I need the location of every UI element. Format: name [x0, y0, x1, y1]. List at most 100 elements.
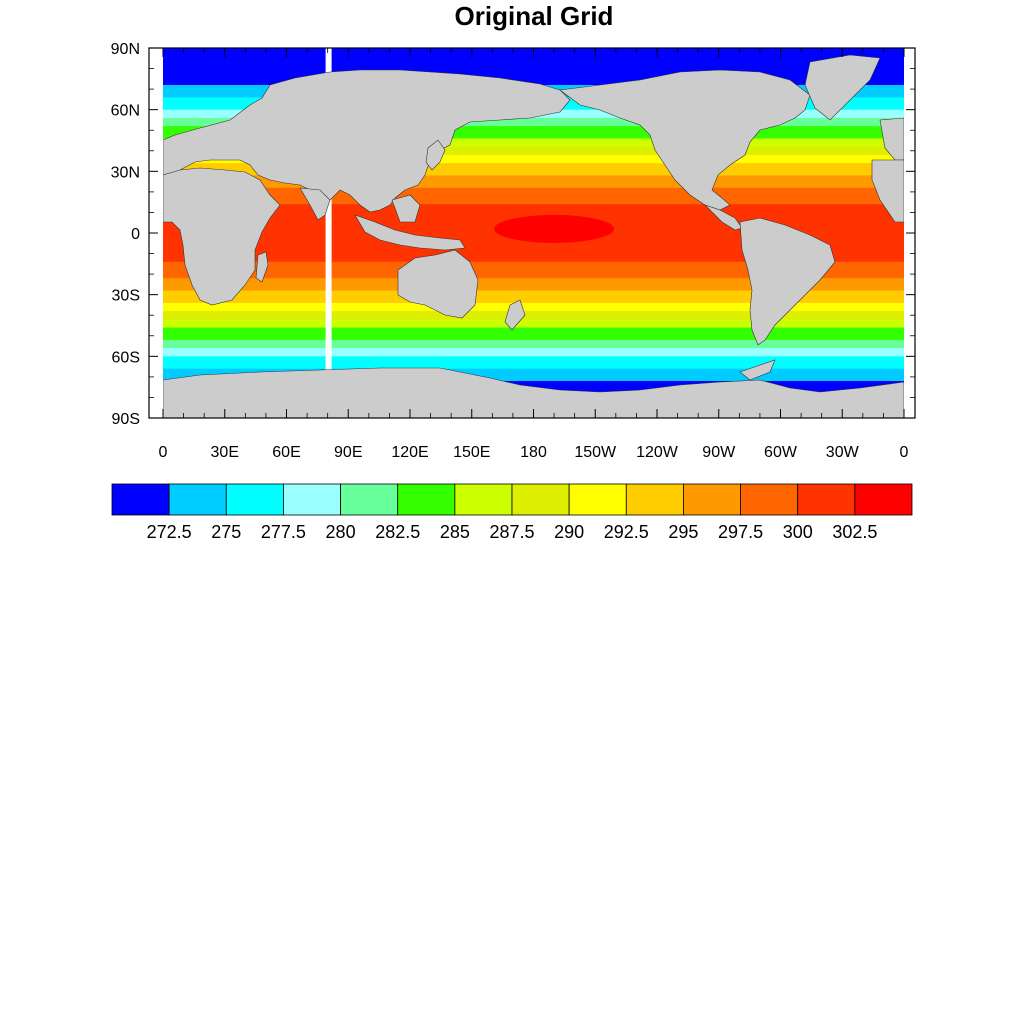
antarctic-peninsula	[739, 359, 776, 381]
colorbar-box	[168, 483, 227, 516]
sst-band	[163, 146, 904, 152]
lat-tick-label: 30S	[112, 288, 140, 305]
lon-tick-label: 30W	[826, 444, 860, 461]
colorbar-label: 295	[668, 522, 698, 542]
sst-band	[163, 360, 904, 366]
colorbar-box	[111, 483, 170, 516]
borneo	[391, 194, 421, 223]
lon-tick-label: 60W	[764, 444, 798, 461]
colorbar-box	[797, 483, 856, 516]
lon-tick-label: 120W	[636, 444, 679, 461]
sst-band	[163, 339, 904, 345]
sst-band	[163, 212, 904, 218]
sst-band	[163, 270, 904, 275]
sst-band	[163, 208, 904, 214]
eurasia-landmass	[163, 69, 571, 216]
sst-band	[163, 183, 904, 189]
japan	[425, 139, 446, 171]
sst-band	[163, 68, 904, 74]
sst-band	[163, 356, 904, 362]
madagascar	[255, 251, 269, 283]
new-zealand	[504, 299, 526, 331]
sst-band	[163, 159, 904, 164]
sst-band	[163, 200, 904, 205]
colorbar-label: 280	[326, 522, 356, 542]
sst-band	[163, 335, 904, 341]
lon-tick-label: 0	[900, 444, 909, 461]
sst-band	[163, 302, 904, 308]
south-america	[739, 217, 836, 346]
lon-tick-label: 30E	[211, 444, 239, 461]
sst-band	[163, 167, 904, 172]
sst-band	[163, 265, 904, 271]
sst-band	[163, 126, 904, 131]
sst-band	[163, 319, 904, 325]
sst-band	[163, 138, 904, 144]
lat-tick-label: 0	[131, 226, 140, 243]
colorbar-box	[511, 483, 570, 516]
latitude-axis: 90N 60N 30N 0 30S 60S 90S	[111, 41, 915, 428]
colorbar-box	[397, 483, 456, 516]
plot-title: Original Grid	[454, 1, 614, 31]
sst-band	[163, 241, 904, 246]
sst-band	[163, 76, 904, 82]
warm-pool	[494, 214, 615, 243]
lat-tick-label: 60N	[111, 103, 140, 120]
land-masses	[163, 54, 904, 418]
colorbar-label: 297.5	[718, 522, 763, 542]
sst-band	[163, 311, 904, 316]
sst-band	[163, 253, 904, 259]
indian-ocean-warm	[272, 231, 363, 256]
lon-tick-label: 120E	[391, 444, 428, 461]
colorbar-label: 290	[554, 522, 584, 542]
india	[299, 187, 331, 221]
lon-tick-label: 150W	[574, 444, 617, 461]
sst-band	[163, 60, 904, 66]
lon-tick-label: 90E	[334, 444, 362, 461]
colorbar-label: 287.5	[489, 522, 534, 542]
sst-band	[163, 196, 904, 201]
lon-tick-label: 180	[520, 444, 547, 461]
sst-band	[163, 286, 904, 292]
colorbar-label: 275	[211, 522, 241, 542]
sst-band	[163, 315, 904, 320]
sst-band	[163, 372, 904, 378]
colorbar-label: 292.5	[604, 522, 649, 542]
colorbar-box	[340, 483, 399, 516]
lat-tick-label: 90N	[111, 41, 140, 58]
sst-band	[163, 290, 904, 296]
sst-band	[163, 298, 904, 304]
sst-band	[163, 376, 904, 382]
sst-band	[163, 56, 904, 61]
sst-band	[163, 134, 904, 140]
sst-band	[163, 257, 904, 263]
north-america	[559, 69, 811, 211]
colorbar-box	[568, 483, 627, 516]
sst-band	[163, 187, 904, 193]
sst-band	[163, 117, 904, 123]
colorbar-label: 277.5	[261, 522, 306, 542]
colorbar-box	[683, 483, 741, 516]
sst-band	[163, 163, 904, 168]
lon-tick-label: 60E	[272, 444, 300, 461]
sst-band	[163, 323, 904, 329]
colorbar-box	[740, 483, 799, 516]
sst-band	[163, 352, 904, 357]
sst-band	[163, 72, 904, 78]
sst-band	[163, 130, 904, 135]
colorbar-box	[454, 483, 513, 516]
missing-data-strip	[325, 48, 332, 418]
colorbar-box	[854, 483, 913, 516]
sst-band	[163, 344, 904, 349]
sst-band	[163, 282, 904, 288]
longitude-axis: 0 30E 60E 90E 120E 150E 180 150W 120W 90W 60W 30W 0	[159, 48, 909, 461]
lat-tick-label: 60S	[112, 349, 140, 366]
colorbar-box	[283, 483, 341, 516]
sst-band	[163, 368, 904, 374]
indonesia	[354, 214, 466, 251]
sst-band	[163, 348, 904, 353]
greenland	[804, 54, 881, 121]
australia	[397, 249, 479, 319]
sst-band	[163, 278, 904, 283]
colorbar: 272.5 275 277.5 280 282.5 285 287.5 290 292.5 295…	[111, 483, 913, 542]
